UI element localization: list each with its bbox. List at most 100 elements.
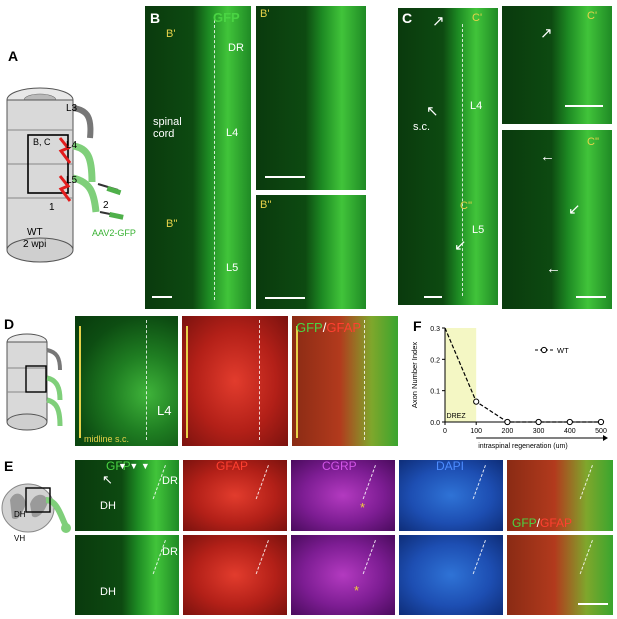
gfap-e-top bbox=[183, 460, 287, 531]
l4-label-d: L4 bbox=[157, 403, 172, 418]
x-tick-label: 300 bbox=[533, 428, 545, 435]
gfap-e-bottom bbox=[183, 535, 287, 615]
series-line-0 bbox=[444, 327, 601, 423]
merge-e-gfap: GFAP bbox=[540, 516, 573, 530]
star-e-bottom: * bbox=[354, 583, 360, 598]
gfp-image-c bbox=[398, 8, 498, 305]
panel-letter-b: B bbox=[150, 10, 161, 26]
gfp-e-top bbox=[75, 460, 179, 531]
arrow-c3: ↙ bbox=[454, 237, 467, 254]
scalebar-b-dprime bbox=[265, 297, 305, 299]
x-tick-label: 500 bbox=[595, 428, 607, 435]
scalebar-b-prime bbox=[265, 176, 305, 178]
merge-e-gfp: GFP bbox=[512, 516, 537, 530]
x-axis-label: intraspinal regeneration (um) bbox=[478, 443, 568, 450]
panel-letter-f: F bbox=[413, 318, 422, 334]
y-tick-label: 0.2 bbox=[430, 357, 440, 364]
data-point bbox=[566, 418, 573, 426]
scalebar-c bbox=[424, 296, 442, 298]
y-axis-label: Axon Number Index bbox=[410, 342, 419, 409]
virus-label: AAV2-GFP bbox=[92, 228, 136, 238]
dapi-e-top bbox=[399, 460, 503, 531]
panel-letter-e: E bbox=[4, 458, 14, 474]
inset-label-b-prime: B' bbox=[260, 8, 270, 20]
scalebar-c-dprime bbox=[576, 296, 606, 298]
l5-label-c: L5 bbox=[472, 224, 485, 236]
channel-gfp: GFP bbox=[106, 459, 131, 473]
legend-label: WT bbox=[557, 346, 569, 355]
dr-label-bottom: DR bbox=[162, 546, 178, 558]
gfp-inset-b-dprime bbox=[256, 195, 366, 309]
gfp-inset-c-dprime bbox=[502, 130, 612, 309]
c-dprime-mark: C'' bbox=[460, 200, 473, 212]
gfp-image-b bbox=[145, 6, 251, 309]
scalebar-b bbox=[152, 296, 172, 298]
level-l3: L3 bbox=[66, 103, 78, 114]
midline-d1 bbox=[146, 320, 147, 440]
inset-label-b-dprime: B'' bbox=[260, 199, 272, 211]
dh-label-diagram: DH bbox=[14, 510, 26, 519]
arrow-e: ↖ bbox=[102, 472, 113, 487]
merge-title-d: GFP/GFAP bbox=[296, 320, 361, 335]
scalebar-e bbox=[578, 603, 608, 605]
star-e-top: * bbox=[360, 500, 366, 515]
yellow-line-d2 bbox=[186, 326, 188, 438]
yellow-line-d1 bbox=[79, 326, 81, 438]
spinal-cord-diagram-d bbox=[6, 333, 63, 431]
panel-letter-d: D bbox=[4, 316, 15, 332]
x-tick-label: 0 bbox=[443, 428, 447, 435]
arrow-c1: ↗ bbox=[432, 13, 445, 30]
y-tick-label: 0.3 bbox=[430, 326, 440, 333]
merge-image-d bbox=[292, 316, 398, 446]
x-tick-label: 100 bbox=[470, 428, 482, 435]
merge-e-sep: / bbox=[536, 516, 541, 530]
cgrp-e-top bbox=[291, 460, 395, 531]
data-point bbox=[597, 418, 605, 426]
axon-index-chart: DREZ 0.0 0.1 0.2 0.3 0 100 200 300 400 500 Axon Num… bbox=[410, 326, 608, 450]
inset-label-c-dprime: C'' bbox=[587, 136, 600, 148]
merge-e-top bbox=[507, 460, 613, 531]
cord-label-b: spinal cord bbox=[153, 116, 182, 140]
level-l5: L5 bbox=[66, 175, 78, 186]
scalebar-c-prime bbox=[565, 105, 603, 107]
legend-marker bbox=[540, 346, 548, 354]
midline-b bbox=[214, 20, 215, 300]
cross-section-diagram bbox=[1, 483, 71, 533]
l4-label-c: L4 bbox=[470, 100, 483, 112]
panel-letter-a: A bbox=[8, 48, 19, 64]
gfap-image-d bbox=[182, 316, 288, 446]
l5-label-b: L5 bbox=[226, 262, 239, 274]
lesion-2: 2 bbox=[103, 200, 109, 211]
x-tick-label: 200 bbox=[502, 428, 514, 435]
l4-label-b: L4 bbox=[226, 127, 239, 139]
midline-c bbox=[462, 24, 463, 296]
midline-d3 bbox=[364, 320, 365, 440]
dapi-e-bottom bbox=[399, 535, 503, 615]
y-tick-label: 0.0 bbox=[430, 420, 440, 427]
gfp-e-bottom bbox=[75, 535, 179, 615]
channel-dapi: DAPI bbox=[436, 459, 465, 473]
vh-label-diagram: VH bbox=[14, 534, 26, 543]
merge-label-e: GFP/GFAP bbox=[512, 516, 572, 530]
b-dprime-mark: B'' bbox=[166, 218, 178, 230]
dr-label-top: DR bbox=[162, 475, 178, 487]
panel-letter-c: C bbox=[402, 10, 413, 26]
time-wpi: 2 wpi bbox=[23, 239, 47, 250]
box-label: B, C bbox=[33, 137, 51, 147]
yellow-line-d3 bbox=[296, 326, 298, 438]
arrow-c2: ↖ bbox=[426, 103, 439, 120]
drez-shade bbox=[445, 328, 477, 422]
cgrp-e-bottom bbox=[291, 535, 395, 615]
arrowheads-e: ▼ ▼ ▼ bbox=[118, 461, 150, 471]
merge-title-gfap: GFAP bbox=[326, 320, 362, 335]
merge-e-bottom bbox=[507, 535, 613, 615]
level-l4: L4 bbox=[66, 140, 78, 151]
midline-d2 bbox=[259, 320, 260, 440]
condition-wt: WT bbox=[27, 227, 43, 238]
arrow-c4: ↗ bbox=[540, 25, 553, 42]
channel-cgrp: CGRP bbox=[322, 459, 357, 473]
data-point bbox=[504, 418, 511, 426]
dr-label-b: DR bbox=[228, 42, 244, 54]
gfp-inset-b-prime bbox=[256, 6, 366, 190]
arrow-c6: ↙ bbox=[568, 201, 581, 218]
